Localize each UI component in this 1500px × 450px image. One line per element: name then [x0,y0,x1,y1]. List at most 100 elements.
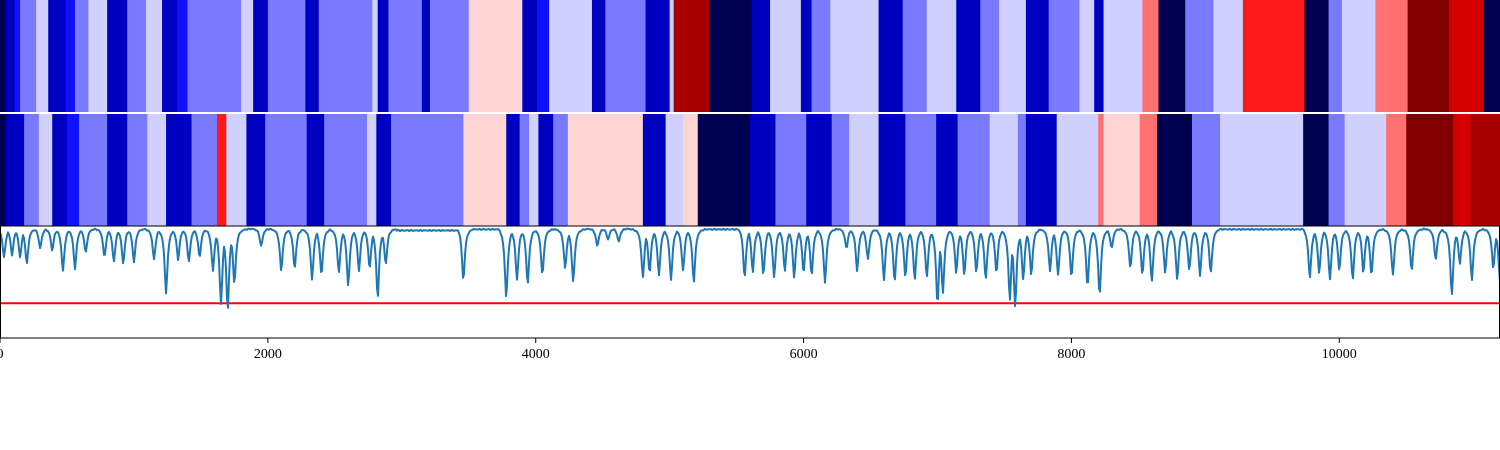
heatmap-segment [957,113,991,226]
heatmap-segment [166,113,192,226]
x-tick-label: 0 [0,347,4,362]
heatmap-segment [1098,113,1104,226]
heatmap-segment [980,0,1000,113]
heatmap-segment [1406,113,1454,226]
heatmap-segment [107,113,128,226]
heatmap-segment [187,0,242,113]
heatmap-segment [775,113,807,226]
heatmap-segment [24,113,40,226]
series-line [0,227,1500,309]
heatmap-segment [605,0,646,113]
heatmap-segment [673,0,711,113]
heatmap-segment [5,113,25,226]
heatmap-segment [372,0,379,113]
heatmap-segment [665,113,684,226]
heatmap-segment [48,0,67,113]
heatmap-segment [750,113,776,226]
heatmap-segment [1220,113,1304,226]
heatmap-segment [830,0,879,113]
heatmap-segment [176,0,188,113]
heatmap-segment [306,113,325,226]
heatmap-segment [1328,0,1343,113]
heatmap-segment [1483,0,1500,113]
x-tick-label: 8000 [1057,347,1085,362]
heatmap-segment [1242,0,1305,113]
heatmap-segment [265,113,308,226]
heatmap-segment [519,113,530,226]
heatmap-segment [14,0,21,113]
heatmap-segment [79,113,108,226]
x-tick: 2000 [254,338,282,362]
heatmap-segment [770,0,802,113]
heatmap-segment [1303,113,1329,226]
heatmap-segment [38,113,53,226]
heatmap-segment [1328,113,1346,226]
heatmap-segment [20,0,37,113]
heatmap-segment [1142,0,1159,113]
heatmap-segment [1386,113,1407,226]
heatmap-segment [538,113,554,226]
heatmap-segment [936,113,958,226]
middle-heatmap-strip [0,113,1500,226]
heatmap-segment [88,0,108,113]
heatmap-segment [0,113,6,226]
heatmap-segment [522,0,538,113]
heatmap-segment [191,113,218,226]
heatmap-segment [811,0,831,113]
heatmap-segment [902,0,928,113]
heatmap-segment [75,0,89,113]
x-tick: 10000 [1322,338,1357,362]
heatmap-segment [1158,0,1186,113]
heatmap-segment [1048,0,1080,113]
heatmap-segment [591,0,606,113]
heatmap-segment [52,113,68,226]
heatmap-segment [709,0,752,113]
heatmap-segment [1103,113,1141,226]
heatmap-segment [267,0,306,113]
heatmap-segment [529,113,539,226]
heatmap-segment [226,113,247,226]
heatmap-segment [642,113,667,226]
heatmap-segment [1213,0,1244,113]
heatmap-segment [1056,113,1099,226]
heatmap-segment [537,0,550,113]
heatmap-segment [697,113,751,226]
heatmap-segment [1341,0,1376,113]
heatmap-segment [324,113,368,226]
heatmap-segment [5,0,16,113]
heatmap-segment [216,113,227,226]
heatmap-segment [463,113,507,226]
heatmap-segment [1304,0,1329,113]
heatmap-segment [999,0,1027,113]
heatmap-segment [429,0,470,113]
x-tick-label: 10000 [1322,347,1357,362]
heatmap-segment [388,0,423,113]
heatmap-segment [366,113,377,226]
heatmap-segment [1025,0,1050,113]
heatmap-segment [751,0,771,113]
heatmap-segment [1017,113,1027,226]
heatmap-segment [1025,113,1058,226]
heatmap-segment [878,113,906,226]
heatmap-segment [1079,0,1095,113]
heatmap-segment [468,0,523,113]
heatmap-segment [683,113,699,226]
x-tick: 0 [0,338,4,362]
heatmap-segment [1375,0,1408,113]
heatmap-segment [549,0,593,113]
x-tick: 6000 [790,338,818,362]
heatmap-segment [253,0,269,113]
heatmap-segment [831,113,850,226]
heatmap-segment [65,0,76,113]
x-axis: 0 2000 4000 6000 8000 10000 [0,338,1357,362]
line-plot-panel [0,226,1500,338]
heatmap-segment [305,0,320,113]
heatmap-segment [376,113,392,226]
top-heatmap-strip [0,0,1500,113]
x-tick-label: 2000 [254,347,282,362]
heatmap-segment [66,113,80,226]
heatmap-segment [1453,113,1471,226]
x-tick: 4000 [522,338,550,362]
panel-frames [0,112,1500,339]
